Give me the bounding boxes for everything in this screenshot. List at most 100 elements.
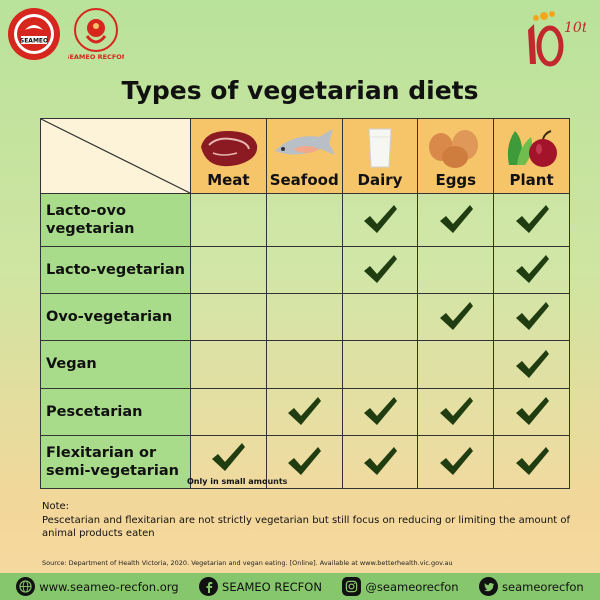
row-label: Lacto-vegetarian: [40, 246, 191, 295]
note: Note: Pescetarian and flexitarian are no…: [42, 500, 582, 541]
svg-text:10th: 10th: [564, 20, 586, 36]
meat-note: Only in small amounts: [187, 477, 288, 486]
cell-dairy: [341, 340, 419, 389]
vegetables-icon: [507, 130, 557, 167]
cell-eggs: [417, 246, 495, 295]
cell-seafood: [265, 434, 343, 490]
check-icon: [439, 302, 473, 331]
column-label-eggs: Eggs: [435, 171, 477, 189]
cell-meat: [190, 192, 267, 248]
cell-dairy: [341, 387, 419, 436]
table-row: Lacto-vegetarian: [40, 246, 570, 295]
note-heading: Note:: [42, 501, 70, 512]
column-header-dairy: Dairy: [341, 118, 419, 194]
cell-eggs: [417, 387, 495, 436]
cell-eggs: [417, 293, 495, 342]
check-icon: [515, 446, 549, 475]
footer-facebook-label: SEAMEO RECFON: [222, 579, 322, 594]
fish-icon: [275, 129, 336, 155]
cell-meat: Only in small amounts: [187, 434, 287, 490]
cell-plant: [493, 246, 570, 295]
cell-meat: [190, 340, 267, 389]
globe-icon: [16, 577, 36, 596]
cell-dairy: [341, 434, 419, 490]
corner-cell: [40, 118, 191, 194]
table-row: Ovo-vegetarian: [40, 293, 570, 342]
table-row: Flexitarian or semi-vegetarian Only in s…: [40, 434, 570, 490]
cell-plant: [493, 340, 570, 389]
cell-dairy: [341, 293, 419, 342]
column-label-meat: Meat: [207, 171, 250, 189]
check-icon: [363, 446, 397, 475]
check-icon: [439, 396, 473, 425]
diet-table: Meat Seafood Dairy Eggs: [40, 118, 570, 490]
cell-dairy: [341, 192, 419, 248]
check-icon: [212, 442, 246, 471]
meat-icon: [201, 131, 258, 167]
table-header-row: Meat Seafood Dairy Eggs: [40, 118, 570, 194]
cell-eggs: [417, 434, 495, 490]
cell-meat: [190, 293, 267, 342]
cell-plant: [493, 293, 570, 342]
column-header-seafood: Seafood: [265, 118, 343, 194]
footer-instagram[interactable]: @seameorecfon: [342, 577, 459, 596]
table-row: Lacto-ovo vegetarian: [40, 192, 570, 248]
cell-meat: [190, 246, 267, 295]
column-header-eggs: Eggs: [417, 118, 495, 194]
footer-instagram-label: @seameorecfon: [365, 579, 459, 594]
check-icon: [515, 396, 549, 425]
footer-website[interactable]: www.seameo-recfon.org: [16, 577, 179, 596]
milk-icon: [368, 128, 392, 168]
anniversary-logo: 10th: [528, 11, 586, 67]
cell-dairy: [341, 246, 419, 295]
note-text: Pescetarian and flexitarian are not stri…: [42, 514, 571, 540]
svg-text:SEAMEO: SEAMEO: [20, 38, 48, 45]
check-icon: [363, 205, 397, 234]
footer-website-label: www.seameo-recfon.org: [39, 579, 179, 594]
column-label-plant: Plant: [509, 171, 554, 189]
footer-twitter[interactable]: seameorecfon: [479, 577, 584, 596]
check-icon: [515, 205, 549, 234]
column-header-meat: Meat: [190, 118, 267, 194]
facebook-icon: [199, 577, 219, 596]
cell-seafood: [265, 387, 343, 436]
logos: SEAMEO SEAMEO RECFON: [6, 6, 124, 62]
row-label: Pescetarian: [40, 387, 191, 436]
footer: www.seameo-recfon.org SEAMEO RECFON @sea…: [0, 573, 600, 600]
row-label: Vegan: [40, 340, 191, 389]
svg-text:SEAMEO RECFON: SEAMEO RECFON: [68, 53, 124, 61]
column-header-plant: Plant: [493, 118, 570, 194]
cell-plant: [493, 192, 570, 248]
source-citation: Source: Department of Health Victoria, 2…: [42, 559, 453, 567]
footer-twitter-label: seameorecfon: [502, 579, 584, 594]
check-icon: [363, 396, 397, 425]
cell-seafood: [265, 340, 343, 389]
check-icon: [515, 349, 549, 378]
eggs-icon: [428, 130, 478, 168]
table-row: Pescetarian: [40, 387, 570, 436]
seameo-logo: SEAMEO: [8, 8, 60, 60]
check-icon: [439, 205, 473, 234]
table-row: Vegan: [40, 340, 570, 389]
cell-eggs: [417, 340, 495, 389]
check-icon: [515, 302, 549, 331]
row-label: Ovo-vegetarian: [40, 293, 191, 342]
check-icon: [515, 255, 549, 284]
check-icon: [288, 446, 322, 475]
cell-seafood: [265, 293, 343, 342]
cell-plant: [493, 434, 570, 490]
row-label: Flexitarian or semi-vegetarian: [40, 434, 191, 490]
check-icon: [363, 255, 397, 284]
cell-seafood: [265, 246, 343, 295]
row-label: Lacto-ovo vegetarian: [40, 192, 191, 248]
cell-plant: [493, 387, 570, 436]
page-title: Types of vegetarian diets: [121, 76, 479, 105]
column-label-dairy: Dairy: [357, 171, 403, 189]
footer-facebook[interactable]: SEAMEO RECFON: [199, 577, 322, 596]
column-label-seafood: Seafood: [269, 171, 339, 189]
instagram-icon: [342, 577, 362, 596]
cell-seafood: [265, 192, 343, 248]
check-icon: [288, 396, 322, 425]
cell-meat: [190, 387, 267, 436]
recfon-logo: SEAMEO RECFON: [68, 8, 124, 61]
